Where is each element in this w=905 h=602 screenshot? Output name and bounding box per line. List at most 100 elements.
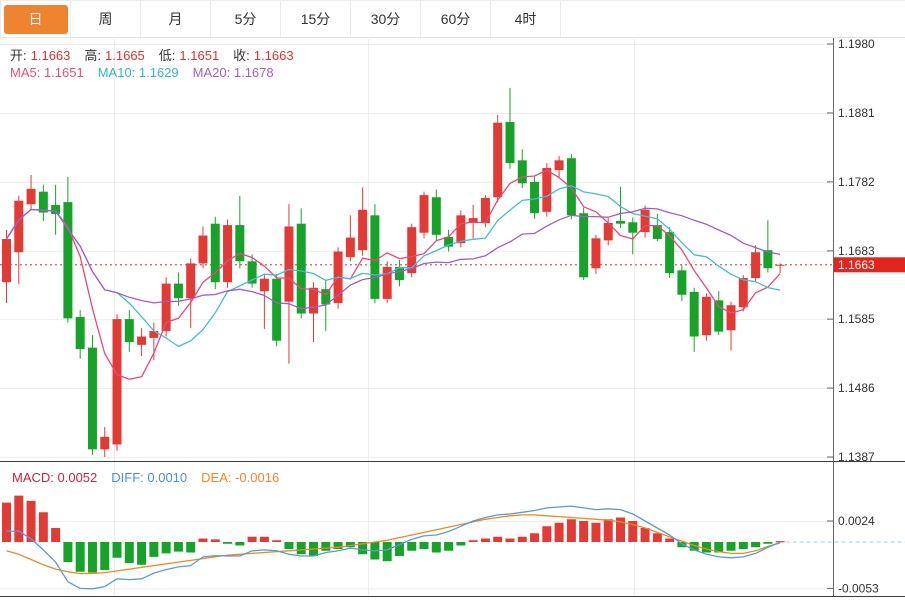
macd-tick-label: 0.0024 [838, 514, 875, 528]
macd-histogram-bar [665, 538, 675, 542]
macd-histogram-bar [247, 536, 257, 542]
candle-body [677, 270, 687, 295]
macd-histogram-bar [542, 526, 552, 542]
macd-histogram-bar [100, 542, 110, 570]
macd-histogram-bar [161, 542, 171, 554]
macd-histogram-bar [566, 519, 576, 542]
candle-body [161, 283, 171, 331]
macd-histogram-bar [640, 528, 650, 542]
macd-value: DEA: -0.0016 [201, 470, 280, 485]
candle-body [456, 215, 466, 244]
macd-histogram-bar [14, 495, 24, 542]
candle-body [309, 287, 318, 314]
dea-line [6, 514, 781, 575]
candle-body [137, 336, 147, 345]
candle-body [284, 226, 294, 302]
macd-histogram-bar [259, 536, 269, 542]
macd-histogram-bar [419, 542, 429, 549]
tab-period-1[interactable]: 周 [71, 1, 141, 38]
macd-histogram-bar [444, 542, 454, 551]
ma-value: MA20: 1.1678 [192, 65, 274, 80]
candle-body [468, 218, 478, 223]
candle-body [493, 122, 503, 198]
macd-histogram-bar [382, 542, 392, 562]
tab-period-5[interactable]: 30分 [351, 1, 421, 38]
price-tick-label: 1.1486 [838, 381, 875, 395]
tab-label: 60分 [440, 11, 471, 27]
candle-body [689, 291, 699, 337]
ma-readout: MA5: 1.1651 MA10: 1.1629 MA20: 1.1678 [10, 65, 288, 80]
candle-body [603, 222, 613, 241]
tab-label: 4时 [514, 11, 537, 27]
candle-body [407, 227, 417, 274]
macd-histogram-bar [714, 542, 724, 553]
macd-histogram-bar [137, 542, 147, 565]
candle-body [382, 266, 392, 299]
macd-histogram-bar [530, 533, 540, 542]
macd-histogram-bar [579, 521, 589, 542]
tab-period-7[interactable]: 4时 [491, 1, 561, 38]
candle-body [149, 330, 159, 338]
macd-histogram-bar [296, 542, 306, 555]
macd-histogram-bar [493, 536, 503, 542]
macd-histogram-bar [407, 542, 417, 551]
macd-histogram-bar [701, 542, 711, 553]
candle-body [247, 261, 257, 284]
macd-histogram-bar [628, 521, 638, 542]
last-price-badge-text: 1.1663 [838, 258, 875, 272]
macd-histogram-bar [603, 519, 613, 542]
candle-body [259, 278, 269, 292]
period-tab-bar: 日 周 月 5分 15分 30分 60分 4时 [0, 0, 905, 38]
last-price-badge [834, 257, 905, 273]
ohlc-value: 1.1663 [253, 48, 294, 63]
macd-histogram-bar [235, 542, 245, 546]
ohlc-label: 开: [10, 48, 27, 63]
macd-histogram-bar [751, 542, 761, 548]
candle-body [112, 319, 122, 445]
price-tick-label: 1.1387 [838, 450, 875, 464]
tab-label: 30分 [370, 11, 401, 27]
ohlc-value: 1.1663 [30, 48, 71, 63]
price-tick-label: 1.1683 [838, 244, 875, 258]
macd-histogram-bar [652, 533, 662, 542]
macd-histogram-bar [284, 542, 294, 549]
macd-histogram-bar [149, 542, 159, 557]
ma10-line [5, 185, 781, 348]
diff-line [6, 505, 781, 590]
candle-body [738, 278, 748, 308]
ohlc-readout: 开: 1.1663 高: 1.1665 低: 1.1651 收: 1.1663 [10, 45, 308, 64]
candle-body [186, 263, 196, 299]
candle-body [431, 197, 441, 235]
tab-period-3[interactable]: 5分 [211, 1, 281, 38]
candle-body [345, 237, 355, 258]
macd-histogram-bar [517, 536, 527, 542]
macd-histogram-bar [677, 542, 687, 548]
macd-histogram-bar [591, 522, 601, 542]
candle-body [210, 223, 220, 283]
macd-histogram-bar [2, 502, 11, 542]
macd-histogram-bar [186, 542, 196, 553]
ma5-line [5, 169, 781, 380]
ohlc-value: 1.1651 [179, 48, 220, 63]
price-tick-label: 1.1782 [838, 175, 875, 189]
candle-body [530, 181, 540, 214]
tab-period-0[interactable]: 日 [1, 1, 71, 38]
macd-histogram-bar [505, 538, 515, 542]
candle-body [665, 232, 675, 274]
candle-body [505, 122, 515, 164]
macd-histogram-bar [738, 542, 748, 549]
tab-period-4[interactable]: 15分 [281, 1, 351, 38]
macd-histogram-bar [87, 542, 97, 573]
candle-body [444, 236, 454, 247]
candle-body [480, 197, 490, 223]
macd-histogram-bar [456, 542, 466, 546]
ohlc-label: 低: [158, 48, 176, 63]
macd-histogram-bar [173, 542, 183, 552]
candle-body [714, 300, 724, 332]
tab-period-6[interactable]: 60分 [421, 1, 491, 38]
tab-period-2[interactable]: 月 [141, 1, 211, 38]
macd-histogram-bar [345, 542, 355, 548]
candle-body [173, 283, 183, 299]
